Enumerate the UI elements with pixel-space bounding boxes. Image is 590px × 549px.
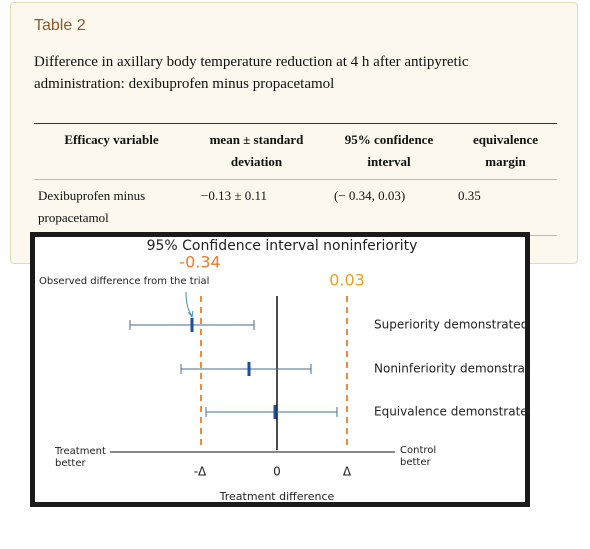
interval-label: Noninferiority demonstrated — [374, 362, 530, 376]
data-row: Dexibuprofen minus propacetamol −0.13 ± … — [34, 179, 557, 236]
axis-title: Treatment difference — [219, 490, 335, 503]
lower-label: -0.34 — [179, 253, 220, 272]
header-cell: equivalence margin — [454, 123, 557, 180]
interval-label: Equivalence demonstrated — [374, 405, 530, 419]
header-cell: Efficacy variable — [34, 123, 189, 180]
data-table: Efficacy variable mean ± standard deviat… — [34, 123, 557, 236]
upper-label: 0.03 — [329, 271, 365, 290]
cell: Dexibuprofen minus propacetamol — [34, 179, 189, 236]
left-label: better — [55, 458, 86, 469]
cell: −0.13 ± 0.11 — [189, 179, 324, 236]
axis-tick-label: Δ — [343, 465, 352, 479]
cell: (− 0.34, 0.03) — [324, 179, 454, 236]
axis-tick-label: 0 — [273, 465, 281, 479]
figure: 95% Confidence interval noninferiority -… — [30, 232, 530, 507]
right-label: better — [400, 457, 431, 468]
cell: 0.35 — [454, 179, 557, 236]
figure-title: 95% Confidence interval noninferiority — [147, 238, 418, 254]
interval-2 — [180, 362, 312, 376]
header-row: Efficacy variable mean ± standard deviat… — [34, 123, 557, 180]
table-label: Table 2 — [34, 17, 86, 34]
interval-3 — [205, 405, 338, 419]
header-cell: 95% confidence interval — [324, 123, 454, 180]
right-label: Control — [400, 445, 436, 456]
annotation: Observed difference from the trial — [39, 276, 209, 287]
annotation-arrow — [185, 291, 193, 317]
axis-tick-label: -Δ — [194, 465, 207, 479]
interval-label: Superiority demonstrated — [374, 318, 528, 332]
arrow-head — [187, 310, 194, 319]
table-card: Table 2 Difference in axillary body temp… — [10, 2, 578, 264]
interval-1 — [129, 318, 255, 332]
header-cell: mean ± standard deviation — [189, 123, 324, 180]
table-caption: Difference in axillary body temperature … — [34, 54, 469, 92]
left-label: Treatment — [54, 446, 106, 457]
